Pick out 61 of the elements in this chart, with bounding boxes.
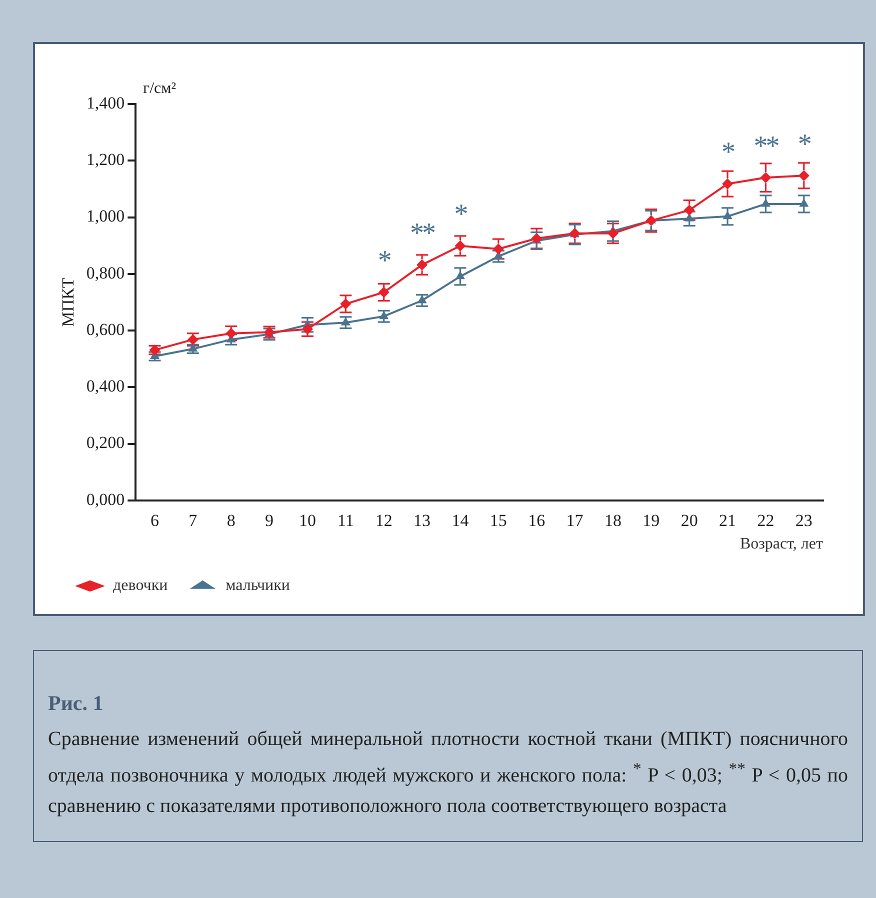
x-tick-label: 17 [566,511,584,530]
y-tick-label: 0,800 [86,263,125,282]
point [722,210,732,220]
annotation: * [722,137,735,168]
x-tick-label: 20 [680,511,698,530]
annotation: * [454,199,468,230]
point [379,310,389,320]
text: г/см² [143,80,176,98]
text: Рис. 1 [48,691,104,716]
point [646,215,657,226]
point [798,170,810,182]
point [760,172,772,184]
y-tick-label: 0,400 [86,376,125,396]
x-tick-label: 21 [719,511,736,530]
x-tick-label: 19 [642,511,660,530]
x-tick-label: 22 [757,511,774,530]
x-tick-label: 18 [604,511,622,530]
x-tick-label: 9 [265,511,274,530]
x-axis-title: Возраст, лет [740,536,824,553]
point [607,228,618,239]
point [416,259,428,270]
point [340,317,350,326]
x-tick-label: 14 [452,511,470,530]
annotation: * [378,246,391,277]
y-axis-title: МПКТ [58,277,78,327]
annotation: * [798,128,811,160]
x-tick-label: 23 [795,511,812,530]
x-tick-label: 10 [298,511,316,530]
point [226,328,237,339]
point [684,204,695,216]
x-tick-label: 7 [188,511,198,530]
point [760,198,770,207]
x-tick-label: 6 [150,511,159,530]
point [799,198,809,207]
y-tick-label: 1,200 [86,150,125,170]
legend-label: девочки [113,577,168,594]
x-tick-label: 15 [490,511,507,530]
y-tick-label: 1,000 [86,206,125,226]
point [302,324,313,335]
point [378,286,390,298]
point [455,270,465,280]
y-tick-label: 0,200 [86,433,125,452]
annotation: ** [754,130,779,162]
point [417,295,427,304]
x-tick-label: 11 [337,511,354,530]
annotation: ** [410,218,436,250]
legend-label: мальчики [226,577,290,594]
text: Сравнение изменений общей минеральной плотности костной ткани (МПКТ) поясничного отдела позвоночника у молодых людей мужского и женского пола: $^{*}$ P < 0,03; $^{**}$ P < 0,05 по сравнению с показателями противоположного пола соответствующего возраста [48,728,848,817]
point [722,178,734,190]
point [684,213,694,222]
x-tick-label: 16 [528,511,546,530]
point [492,243,504,254]
y-tick-label: 0,600 [86,320,125,339]
x-tick-label: 12 [375,511,392,530]
y-tick-label: 0,000 [86,490,125,509]
point [340,298,352,310]
x-tick-label: 13 [414,511,431,530]
point [454,240,466,252]
point [531,232,542,244]
x-tick-label: 8 [226,511,236,530]
y-tick-label: 1,400 [86,93,125,112]
